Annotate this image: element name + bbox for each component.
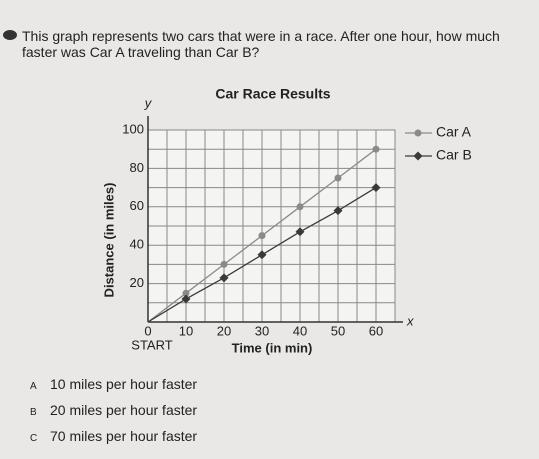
point xyxy=(181,294,191,304)
y-tick-label: 100 xyxy=(122,121,144,136)
option-text: 20 miles per hour faster xyxy=(50,402,198,418)
chart: Car Race Results 0 10 20 30 40 50 60 20 40 60 80 100… xyxy=(101,86,472,356)
x-tick-label: 50 xyxy=(331,323,345,338)
option-letter: C xyxy=(30,433,38,444)
legend-marker xyxy=(414,129,422,137)
option: B 20 miles per hour faster xyxy=(30,402,197,418)
point xyxy=(295,227,305,237)
point xyxy=(372,145,380,153)
question: This graph represents two cars that were… xyxy=(22,28,500,60)
option: A 10 miles per hour faster xyxy=(30,376,197,392)
point xyxy=(257,250,267,260)
point xyxy=(333,206,343,216)
y-tick-label: 20 xyxy=(130,275,144,290)
option-text: 70 miles per hour faster xyxy=(50,428,198,444)
x-tick-label: 0 xyxy=(144,323,151,338)
x-tick-label: 20 xyxy=(217,323,231,338)
x-tick-label: 40 xyxy=(293,323,307,338)
point xyxy=(296,203,304,211)
legend-label: Car B xyxy=(436,147,472,163)
y-axis-letter: y xyxy=(144,95,153,110)
point xyxy=(182,289,190,297)
y-tick-label: 60 xyxy=(130,198,144,213)
option-letter: A xyxy=(30,381,37,392)
legend-marker xyxy=(413,151,423,161)
chart-title: Car Race Results xyxy=(215,86,330,102)
start-label: START xyxy=(131,337,172,352)
option: C 70 miles per hour faster xyxy=(30,428,197,444)
x-axis-title: Time (in min) xyxy=(232,340,313,355)
x-tick-label: 30 xyxy=(255,323,269,338)
y-tick-label: 40 xyxy=(130,237,144,252)
point xyxy=(220,260,228,268)
option-text: 10 miles per hour faster xyxy=(50,376,198,392)
legend-label: Car A xyxy=(436,124,472,140)
y-tick-label: 80 xyxy=(130,160,144,175)
x-axis-letter: x xyxy=(406,313,414,328)
point xyxy=(371,183,381,193)
point xyxy=(334,174,342,182)
x-tick-label: 10 xyxy=(179,323,193,338)
point xyxy=(219,273,229,283)
y-axis-title: Distance (in miles) xyxy=(101,183,116,298)
bullet xyxy=(3,30,17,40)
point xyxy=(258,232,266,240)
option-letter: B xyxy=(30,407,37,418)
x-tick-label: 60 xyxy=(369,323,383,338)
